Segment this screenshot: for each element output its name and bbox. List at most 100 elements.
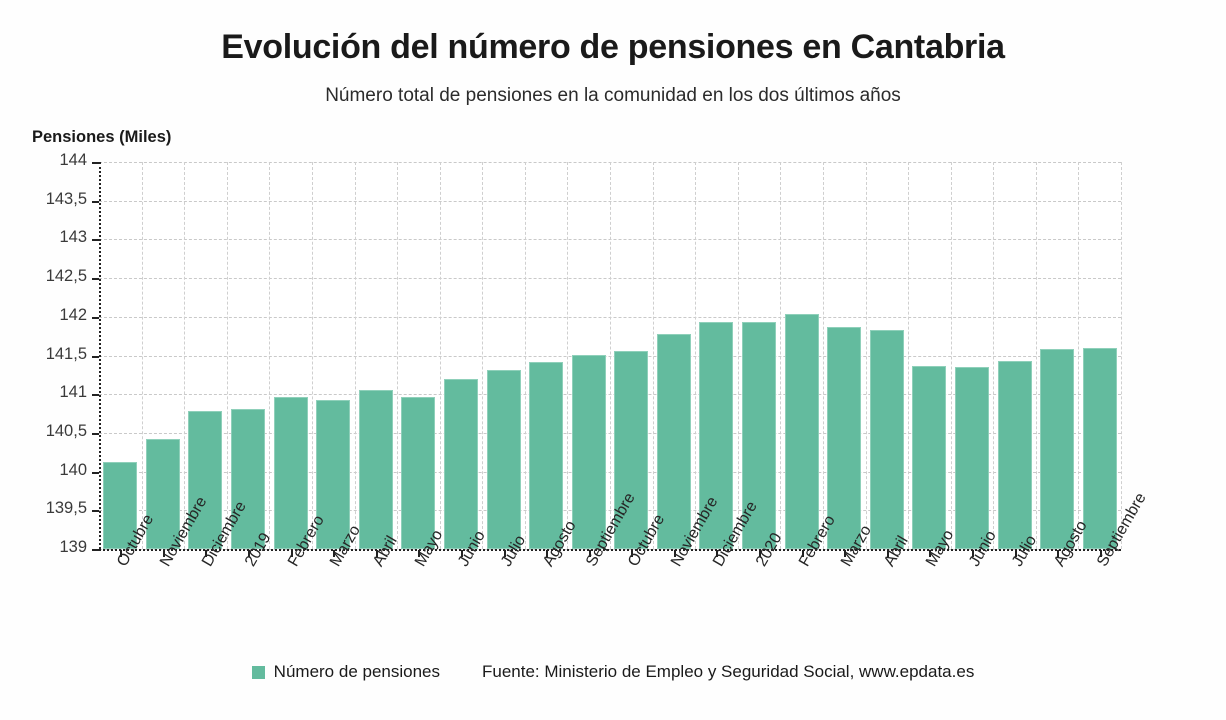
gridline-vertical — [482, 162, 484, 549]
gridline-vertical — [822, 162, 824, 549]
y-axis-tick-label: 139,5 — [45, 499, 87, 518]
gridline-vertical — [311, 162, 313, 549]
x-axis-tick-mark — [759, 550, 762, 557]
y-axis-tick-label: 139 — [59, 538, 87, 556]
x-axis-tick-mark — [631, 550, 634, 557]
legend-label: Número de pensiones — [273, 662, 440, 681]
gridline-vertical — [397, 162, 399, 549]
chart-footer: Número de pensiones Fuente: Ministerio d… — [0, 662, 1226, 682]
y-axis-tick-mark — [92, 278, 99, 281]
y-axis-tick-label: 144 — [59, 151, 87, 169]
gridline-vertical — [950, 162, 952, 549]
bar[interactable] — [529, 361, 564, 549]
x-axis-line — [99, 549, 1121, 551]
gridline-vertical — [908, 162, 910, 549]
x-axis-tick-mark — [248, 550, 251, 557]
bar[interactable] — [656, 333, 691, 549]
x-axis-tick-mark — [162, 550, 165, 557]
bar[interactable] — [231, 408, 266, 549]
bar[interactable] — [486, 370, 521, 549]
bar[interactable] — [614, 350, 649, 549]
page-title: Evolución del número de pensiones en Can… — [221, 28, 1005, 66]
y-axis-tick-label: 141,5 — [45, 344, 87, 363]
x-axis-tick-mark — [205, 550, 208, 557]
bar[interactable] — [912, 365, 947, 549]
bar[interactable] — [784, 313, 819, 549]
y-axis-tick-label: 142,5 — [45, 267, 87, 286]
source-note: Fuente: Ministerio de Empleo y Seguridad… — [482, 662, 975, 681]
y-axis-tick-mark — [92, 510, 99, 513]
gridline-vertical — [737, 162, 739, 549]
x-axis-tick-mark — [120, 550, 123, 557]
x-axis-tick-mark — [333, 550, 336, 557]
gridline-vertical — [1078, 162, 1080, 549]
chart-subtitle: Número total de pensiones en la comunida… — [325, 85, 901, 106]
x-axis-tick-mark — [1014, 550, 1017, 557]
x-axis-tick-mark — [801, 550, 804, 557]
x-axis-tick-mark — [1099, 550, 1102, 557]
bar[interactable] — [103, 461, 138, 549]
x-axis-tick-mark — [886, 550, 889, 557]
y-axis-tick-mark — [92, 471, 99, 474]
x-axis-tick-mark — [418, 550, 421, 557]
bar[interactable] — [401, 397, 436, 549]
bar[interactable] — [997, 360, 1032, 549]
y-axis-tick-mark — [92, 549, 99, 551]
y-axis-tick-label: 142 — [59, 305, 87, 324]
x-axis-tick-mark — [460, 550, 463, 557]
x-axis-tick-mark — [375, 550, 378, 557]
bar[interactable] — [316, 399, 351, 549]
bar[interactable] — [869, 329, 904, 549]
bar[interactable] — [188, 411, 223, 549]
y-axis-title: Pensiones (Miles) — [32, 128, 172, 146]
y-axis-tick-mark — [92, 394, 99, 397]
y-axis-tick-label: 140,5 — [45, 421, 87, 440]
bar[interactable] — [742, 322, 777, 549]
bar[interactable] — [443, 378, 478, 549]
y-axis-tick-mark — [92, 162, 99, 164]
gridline-vertical — [1035, 162, 1037, 549]
legend-item-pensiones: Número de pensiones — [251, 662, 440, 682]
x-axis-tick-mark — [673, 550, 676, 557]
bar[interactable] — [699, 322, 734, 549]
legend-swatch-icon — [251, 665, 265, 679]
x-axis-tick-mark — [844, 550, 847, 557]
x-axis-tick-mark — [503, 550, 506, 557]
y-axis-line — [99, 162, 101, 549]
gridline-vertical — [652, 162, 654, 549]
y-axis-tick-label: 140 — [59, 460, 87, 479]
plot-area: Octubre Noviembre Diciembre 2019 Febrero Marz… — [92, 162, 1149, 570]
bar[interactable] — [145, 439, 180, 549]
gridline-vertical — [226, 162, 228, 549]
gridline-vertical — [695, 162, 697, 549]
y-axis-tick-mark — [92, 432, 99, 435]
bar[interactable] — [827, 326, 862, 549]
gridline-vertical — [610, 162, 611, 549]
bar[interactable] — [1082, 347, 1117, 549]
y-axis-tick-mark — [92, 200, 99, 203]
gridline-vertical — [141, 162, 143, 549]
bar[interactable] — [1040, 349, 1075, 549]
bar[interactable] — [273, 397, 308, 549]
y-axis-tick-mark — [92, 316, 99, 319]
gridline-vertical — [439, 162, 441, 549]
y-axis-tick-label: 143,5 — [45, 189, 87, 208]
x-axis-tick-mark — [546, 550, 549, 557]
x-axis-tick-mark — [290, 550, 293, 557]
gridline-vertical — [269, 162, 271, 549]
gridline-vertical — [1121, 162, 1122, 549]
gridline-vertical — [567, 162, 569, 549]
gridline-vertical — [524, 162, 526, 549]
y-axis-tick-mark — [92, 355, 99, 358]
bar[interactable] — [954, 367, 989, 549]
bar[interactable] — [571, 354, 606, 549]
gridline-vertical — [780, 162, 782, 549]
gridline-vertical — [354, 162, 356, 549]
y-axis-tick-label: 143 — [59, 228, 87, 247]
gridline-vertical — [993, 162, 995, 549]
gridline-vertical — [865, 162, 867, 549]
x-axis-tick-mark — [929, 550, 932, 557]
y-axis-tick-label: 141 — [59, 383, 87, 402]
bar[interactable] — [358, 389, 393, 549]
